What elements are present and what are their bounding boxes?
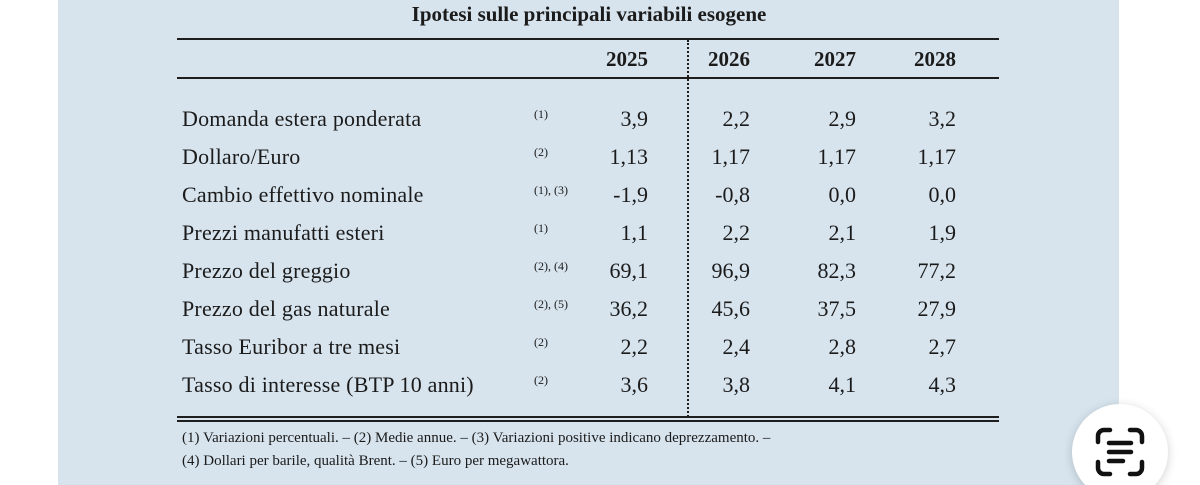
cell-value: 1,13 xyxy=(609,144,649,169)
year-header: 2028 xyxy=(914,47,956,71)
cell-value: -1,9 xyxy=(613,182,648,207)
live-text-button[interactable] xyxy=(1072,404,1168,485)
row-note: (2) xyxy=(534,335,548,349)
row-note: (1) xyxy=(534,221,548,235)
table-row: Tasso di interesse (BTP 10 anni) (2) 3,6… xyxy=(0,370,1200,400)
row-note: (1), (3) xyxy=(534,183,568,197)
row-label: Tasso di interesse (BTP 10 anni) xyxy=(182,372,474,397)
cell-value: 96,9 xyxy=(711,258,751,283)
table-row: Dollaro/Euro (2) 1,13 1,17 1,17 1,17 xyxy=(0,142,1200,172)
table-title: Ipotesi sulle principali variabili esoge… xyxy=(411,2,767,26)
cell-value: 2,4 xyxy=(722,334,751,359)
cell-value: 1,1 xyxy=(620,220,649,245)
footnote-line: (1) Variazioni percentuali. – (2) Medie … xyxy=(182,430,771,446)
row-note: (2) xyxy=(534,373,548,387)
footnote-line: (4) Dollari per barile, qualità Brent. –… xyxy=(182,453,569,469)
cell-value: 2,2 xyxy=(620,334,649,359)
cell-value: 3,6 xyxy=(620,372,649,397)
cell-value: 3,2 xyxy=(928,106,957,131)
cell-value: 1,9 xyxy=(928,220,957,245)
row-note: (2), (4) xyxy=(534,259,568,273)
row-label: Prezzo del gas naturale xyxy=(182,296,391,321)
row-label: Prezzo del greggio xyxy=(182,258,351,283)
cell-value: 77,2 xyxy=(917,258,957,283)
table-row: Domanda estera ponderata (1) 3,9 2,2 2,9… xyxy=(0,104,1200,134)
cell-value: 1,17 xyxy=(711,144,751,169)
bottom-rule xyxy=(177,416,999,418)
cell-value: 82,3 xyxy=(817,258,857,283)
cell-value: 4,1 xyxy=(828,372,857,397)
row-note: (2) xyxy=(534,145,548,159)
table-row: Prezzi manufatti esteri (1) 1,1 2,2 2,1 … xyxy=(0,218,1200,248)
text-scan-icon xyxy=(1095,427,1145,477)
cell-value: 45,6 xyxy=(711,296,751,321)
cell-value: 3,8 xyxy=(722,372,751,397)
header-rule xyxy=(177,77,999,79)
cell-value: 0,0 xyxy=(828,182,857,207)
table-row: Prezzo del greggio (2), (4) 69,1 96,9 82… xyxy=(0,256,1200,286)
year-header: 2025 xyxy=(606,47,648,71)
row-label: Cambio effettivo nominale xyxy=(182,182,424,207)
cell-value: 2,1 xyxy=(828,220,857,245)
cell-value: 37,5 xyxy=(817,296,857,321)
cell-value: 2,2 xyxy=(722,220,751,245)
cell-value: 4,3 xyxy=(928,372,957,397)
cell-value: 2,7 xyxy=(928,334,957,359)
table-row: Tasso Euribor a tre mesi (2) 2,2 2,4 2,8… xyxy=(0,332,1200,362)
row-label: Dollaro/Euro xyxy=(182,144,301,169)
row-note: (2), (5) xyxy=(534,297,568,311)
cell-value: 1,17 xyxy=(917,144,957,169)
cell-value: 3,9 xyxy=(620,106,649,131)
table-row: Prezzo del gas naturale (2), (5) 36,2 45… xyxy=(0,294,1200,324)
cell-value: 2,8 xyxy=(828,334,857,359)
column-separator xyxy=(687,40,689,417)
cell-value: 69,1 xyxy=(609,258,649,283)
cell-value: -0,8 xyxy=(715,182,750,207)
cell-value: 2,2 xyxy=(722,106,751,131)
row-label: Domanda estera ponderata xyxy=(182,106,422,131)
row-label: Prezzi manufatti esteri xyxy=(182,220,385,245)
table-row: Cambio effettivo nominale (1), (3) -1,9 … xyxy=(0,180,1200,210)
cell-value: 36,2 xyxy=(609,296,649,321)
bottom-rule-double xyxy=(177,420,999,422)
row-label: Tasso Euribor a tre mesi xyxy=(182,334,401,359)
top-rule xyxy=(177,38,999,40)
year-header: 2026 xyxy=(708,47,750,71)
cell-value: 2,9 xyxy=(828,106,857,131)
cell-value: 27,9 xyxy=(917,296,957,321)
cell-value: 0,0 xyxy=(928,182,957,207)
cell-value: 1,17 xyxy=(817,144,857,169)
row-note: (1) xyxy=(534,107,548,121)
year-header: 2027 xyxy=(814,47,856,71)
table-panel xyxy=(58,0,1119,485)
